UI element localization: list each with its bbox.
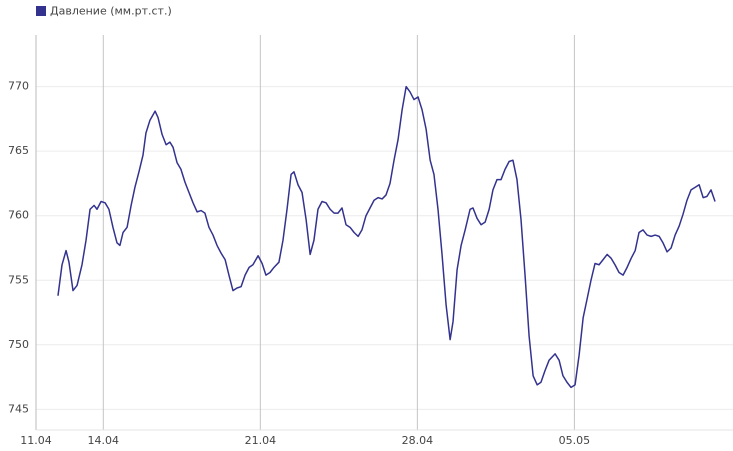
line [57, 85, 716, 389]
legend-label[interactable]: Давление (мм.рт.ст.) [50, 5, 172, 18]
x-tick-label: 14.04 [88, 434, 120, 447]
x-tick-label: 05.05 [559, 434, 591, 447]
x-tick-label: 21.04 [245, 434, 277, 447]
y-tick-label: 765 [8, 144, 29, 157]
x-tick-label: 11.04 [20, 434, 52, 447]
x-tick-label: 28.04 [402, 434, 434, 447]
y-tick-label: 760 [8, 209, 29, 222]
legend-swatch[interactable] [36, 6, 46, 16]
y-tick-label: 755 [8, 273, 29, 286]
y-tick-label: 750 [8, 338, 29, 351]
y-tick-label: 745 [8, 402, 29, 415]
y-tick-label: 770 [8, 80, 29, 93]
